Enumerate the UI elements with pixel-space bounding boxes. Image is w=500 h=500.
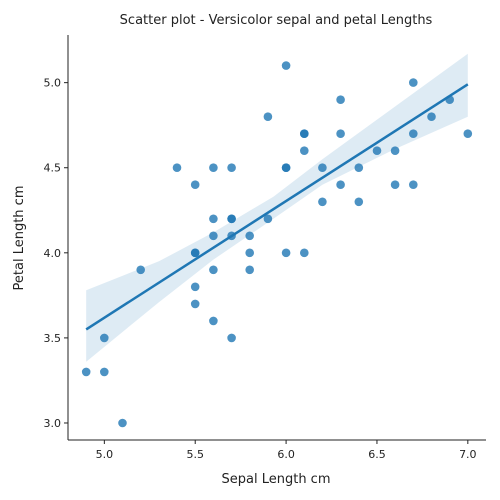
data-point: [281, 248, 291, 258]
y-tick-label: 3.0: [44, 417, 62, 430]
data-point: [463, 129, 473, 138]
data-point: [336, 129, 345, 138]
data-point: [318, 163, 327, 172]
data-point: [190, 282, 200, 292]
y-ticks: 3.0 3.5 4.0 4.5 5.0: [44, 77, 68, 430]
data-point: [300, 248, 309, 258]
data-point: [100, 367, 109, 377]
data-point: [300, 146, 309, 155]
data-point: [409, 180, 418, 189]
data-point: [100, 333, 109, 343]
data-point: [354, 197, 364, 207]
data-point: [245, 265, 254, 275]
data-point: [281, 61, 291, 70]
x-ticks: 5.0 5.5 6.0 6.5 7.0: [96, 440, 477, 461]
y-tick-label: 4.5: [44, 162, 62, 175]
data-point: [409, 129, 418, 138]
x-tick-label: 5.0: [96, 448, 114, 461]
chart-title: Scatter plot - Versicolor sepal and peta…: [120, 13, 433, 28]
data-point: [354, 163, 364, 172]
data-point: [118, 418, 127, 428]
y-tick-label: 4.0: [44, 247, 62, 260]
data-point: [336, 95, 345, 104]
data-point: [263, 214, 273, 224]
data-point: [172, 163, 182, 172]
data-point: [190, 299, 200, 309]
data-point: [409, 78, 418, 87]
y-tick-label: 5.0: [44, 77, 62, 90]
y-axis-title: Petal Length cm: [12, 186, 27, 291]
data-point: [209, 265, 218, 275]
data-point: [390, 146, 400, 155]
data-point: [209, 163, 218, 172]
data-point: [136, 265, 145, 275]
data-point: [318, 197, 327, 207]
data-point: [227, 214, 236, 224]
y-tick-label: 3.5: [44, 332, 62, 345]
regression-line: [85, 83, 469, 331]
data-point: [390, 180, 400, 189]
x-tick-label: 5.5: [186, 448, 204, 461]
data-point: [372, 146, 382, 155]
data-point: [245, 248, 254, 258]
data-point: [336, 180, 345, 189]
data-point: [209, 231, 218, 241]
regression-line-layer: [85, 83, 469, 331]
data-point: [209, 316, 218, 326]
data-point: [300, 129, 309, 138]
data-point: [227, 163, 236, 172]
data-point: [245, 231, 254, 241]
x-tick-label: 6.0: [277, 448, 295, 461]
data-point: [263, 112, 273, 121]
x-tick-label: 6.5: [368, 448, 386, 461]
x-tick-label: 7.0: [459, 448, 477, 461]
data-point: [227, 333, 236, 343]
data-point: [190, 248, 200, 258]
x-axis-title: Sepal Length cm: [222, 472, 331, 487]
data-point: [81, 367, 91, 377]
data-point: [190, 180, 200, 189]
data-point: [427, 112, 436, 121]
data-point: [209, 214, 218, 224]
data-point: [281, 163, 291, 172]
